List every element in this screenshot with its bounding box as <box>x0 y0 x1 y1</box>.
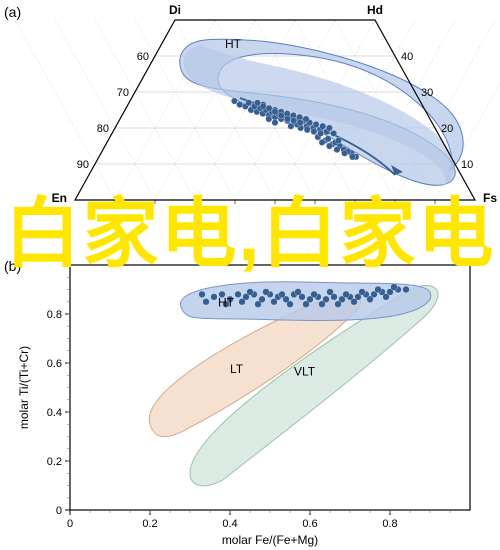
svg-text:molar Ti/(Ti+Cr): molar Ti/(Ti+Cr) <box>17 346 31 429</box>
svg-text:90: 90 <box>77 159 89 171</box>
svg-text:40: 40 <box>401 51 413 63</box>
svg-text:HT: HT <box>218 296 235 310</box>
svg-text:0.4: 0.4 <box>47 407 62 419</box>
svg-text:VLT: VLT <box>294 364 316 378</box>
svg-text:0.6: 0.6 <box>302 518 317 530</box>
svg-text:Hd: Hd <box>367 3 383 17</box>
svg-text:molar Fe/(Fe+Mg): molar Fe/(Fe+Mg) <box>222 533 318 547</box>
svg-text:En: En <box>52 191 67 205</box>
svg-text:0.2: 0.2 <box>142 518 157 530</box>
svg-text:0: 0 <box>56 505 62 517</box>
svg-text:80: 80 <box>97 123 109 135</box>
scatter-chart: 0 0.2 0.4 0.6 0.8 0 0.2 0.4 0.6 0.8 molar Fe/(Fe+M… <box>0 250 500 550</box>
svg-text:70: 70 <box>117 87 129 99</box>
svg-text:10: 10 <box>461 159 473 171</box>
svg-text:Di: Di <box>169 3 181 17</box>
svg-text:0.2: 0.2 <box>47 456 62 468</box>
svg-text:30: 30 <box>421 87 433 99</box>
svg-text:0.6: 0.6 <box>47 358 62 370</box>
svg-text:0.8: 0.8 <box>47 309 62 321</box>
svg-text:HT: HT <box>225 37 242 51</box>
svg-text:60: 60 <box>137 51 149 63</box>
svg-text:20: 20 <box>441 123 453 135</box>
svg-text:LT: LT <box>230 362 244 376</box>
svg-text:Fs: Fs <box>483 191 497 205</box>
svg-text:0: 0 <box>67 518 73 530</box>
ternary-chart: 60 70 80 90 40 30 20 10 Di Hd En Fs HT <box>0 0 500 205</box>
svg-text:0.4: 0.4 <box>222 518 237 530</box>
svg-text:0.8: 0.8 <box>382 518 397 530</box>
